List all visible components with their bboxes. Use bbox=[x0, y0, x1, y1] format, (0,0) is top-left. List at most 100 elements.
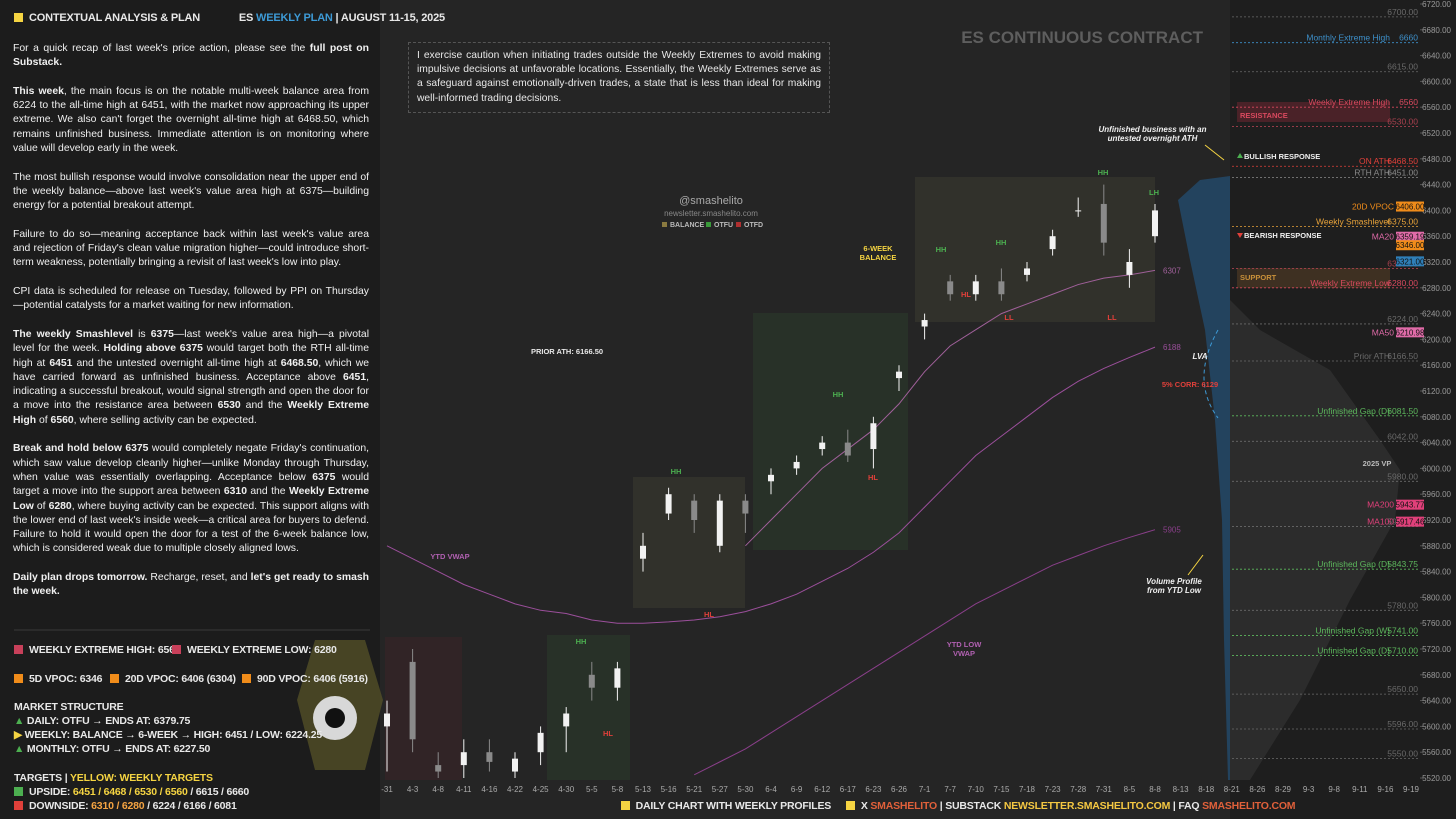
chart-title: ES CONTINUOUS CONTRACT bbox=[961, 28, 1203, 47]
paragraph: Daily plan drops tomorrow. Recharge, res… bbox=[13, 571, 369, 600]
annotation: SUPPORT bbox=[1240, 273, 1277, 282]
badge bbox=[1396, 516, 1424, 527]
y-tick-label: 5600.00 bbox=[1422, 722, 1451, 731]
x-tick-label: 5-21 bbox=[686, 785, 703, 794]
profile-box bbox=[547, 635, 630, 780]
x-tick-label: 6-4 bbox=[765, 785, 777, 794]
stat-text: 5D VPOC: 6346 bbox=[29, 673, 103, 685]
candle-body bbox=[896, 371, 902, 379]
badge bbox=[1396, 499, 1424, 510]
paragraph: For a quick recap of last week's price a… bbox=[13, 42, 369, 71]
annotation: HL bbox=[868, 473, 878, 482]
stat-text: 20D VPOC: 6406 (6304) bbox=[125, 673, 236, 685]
annotation: BEARISH RESPONSE bbox=[1244, 231, 1322, 240]
text-run: 6375 bbox=[150, 328, 174, 340]
annotation: 6-WEEK BALANCE bbox=[859, 244, 897, 262]
stat-text: WEEKLY: BALANCE → 6-WEEK → HIGH: 6451 / … bbox=[24, 729, 323, 741]
text-run: 6451 bbox=[49, 357, 73, 369]
candle-body bbox=[716, 500, 723, 546]
annotation: HH bbox=[1097, 168, 1109, 177]
level-name: Unfinished Gap (D) bbox=[1317, 645, 1390, 655]
candle-body bbox=[409, 661, 416, 740]
candle-body bbox=[512, 758, 518, 772]
badge-name: 20D VPOC bbox=[1352, 202, 1394, 212]
header-sep: | bbox=[335, 12, 339, 24]
x-tick-label: 4-8 bbox=[432, 785, 444, 794]
level-value: 6530.00 bbox=[1387, 117, 1418, 127]
x-tick-label: 4-25 bbox=[533, 785, 550, 794]
y-tick-label: 6600.00 bbox=[1422, 77, 1451, 86]
level-value: 6166.50 bbox=[1387, 351, 1418, 361]
x-tick-label: 6-26 bbox=[891, 785, 908, 794]
x-tick-label: 6-17 bbox=[840, 785, 857, 794]
x-tick-label: 4-11 bbox=[456, 785, 472, 794]
stat-text: | bbox=[64, 772, 68, 784]
badge-value: 6321.00 bbox=[1396, 257, 1425, 266]
text-run: —last week's value area high—a pivotal l… bbox=[13, 328, 370, 355]
candle-body bbox=[486, 752, 493, 762]
x-tick-label: 5-5 bbox=[586, 785, 598, 794]
brand-site: newsletter.smashelito.com bbox=[664, 209, 758, 218]
stat: WEEKLY EXTREME LOW: 6280 bbox=[172, 644, 337, 656]
level-value: 6224.00 bbox=[1387, 314, 1418, 324]
badge-value: 6346.00 bbox=[1396, 241, 1425, 250]
level-value: 5843.75 bbox=[1387, 559, 1418, 569]
candle-body bbox=[768, 474, 774, 482]
level-name: Unfinished Gap (D) bbox=[1317, 406, 1390, 416]
annotation: LVA bbox=[1192, 352, 1208, 361]
y-tick-label: 5840.00 bbox=[1422, 568, 1451, 577]
text-run: , indicating a successful breakout, woul… bbox=[13, 371, 369, 412]
candle-body bbox=[870, 423, 877, 450]
arrow bbox=[1204, 144, 1225, 161]
level-value: 5650.00 bbox=[1387, 684, 1418, 694]
annotation: HL bbox=[704, 610, 714, 619]
badge-name: MA100 bbox=[1367, 517, 1394, 527]
level-name: RTH ATH bbox=[1354, 168, 1390, 178]
legend-swatch bbox=[736, 222, 741, 227]
x-tick-label: -31 bbox=[381, 785, 393, 794]
y-tick-label: 5680.00 bbox=[1422, 671, 1451, 680]
stat-text: DAILY: OTFU → ENDS AT: 6379.75 bbox=[26, 715, 191, 727]
x-tick-label: 9-11 bbox=[1352, 785, 1368, 794]
stat-text: DOWNSIDE: bbox=[29, 800, 89, 812]
y-tick-label: 6400.00 bbox=[1422, 206, 1451, 215]
text-run: 6468.50 bbox=[280, 357, 319, 369]
volume-profile bbox=[1178, 176, 1230, 780]
support-zone bbox=[1237, 268, 1390, 288]
paragraph: Break and hold below 6375 would complete… bbox=[13, 442, 369, 556]
x-tick-label: 9-3 bbox=[1303, 785, 1315, 794]
footer-text: SMASHELITO.COM bbox=[1202, 800, 1296, 812]
header-symbol: ES bbox=[238, 12, 254, 24]
stat-text: TARGETS bbox=[14, 772, 62, 784]
candle-body bbox=[640, 545, 646, 559]
text-run: of bbox=[33, 500, 49, 512]
level-name: Monthly Extreme High bbox=[1306, 33, 1390, 43]
arrow bbox=[1187, 554, 1204, 576]
x-tick-label: 7-31 bbox=[1096, 785, 1113, 794]
y-tick-label: 6680.00 bbox=[1422, 26, 1451, 35]
badge-value: 5943.77 bbox=[1396, 501, 1425, 510]
profile-box bbox=[633, 477, 745, 608]
x-tick-label: 9-8 bbox=[1328, 785, 1340, 794]
x-tick-label: 7-7 bbox=[944, 785, 956, 794]
y-tick-label: 6200.00 bbox=[1422, 335, 1451, 344]
x-tick-label: 7-18 bbox=[1019, 785, 1036, 794]
stat-text: MONTHLY: OTFU → ENDS AT: 6227.50 bbox=[26, 743, 211, 755]
y-tick-label: 6240.00 bbox=[1422, 310, 1451, 319]
y-tick-label: 5560.00 bbox=[1422, 748, 1451, 757]
x-tick-label: 6-9 bbox=[791, 785, 803, 794]
note: I exercise caution when initiating trade… bbox=[408, 42, 830, 113]
y-tick-label: 5640.00 bbox=[1422, 697, 1451, 706]
x-tick-label: 8-29 bbox=[1275, 785, 1292, 794]
candle-body bbox=[819, 442, 826, 450]
stat-text: 6310 / 6280 bbox=[91, 800, 145, 812]
stat-heading: MARKET STRUCTURE bbox=[14, 701, 124, 713]
legend-label: OTFU bbox=[714, 222, 733, 229]
x-tick-label: 6-12 bbox=[814, 785, 831, 794]
stat: DOWNSIDE: 6310 / 6280 / 6224 / 6166 / 60… bbox=[14, 800, 237, 812]
stat-text: WEEKLY EXTREME HIGH: 6560 bbox=[29, 644, 181, 656]
level-value: 5596.00 bbox=[1387, 719, 1418, 729]
text-run: Daily plan drops tomorrow. bbox=[13, 571, 148, 583]
paragraph: This week, the main focus is on the nota… bbox=[13, 85, 369, 156]
paragraph: Failure to do so—meaning acceptance back… bbox=[13, 228, 369, 271]
